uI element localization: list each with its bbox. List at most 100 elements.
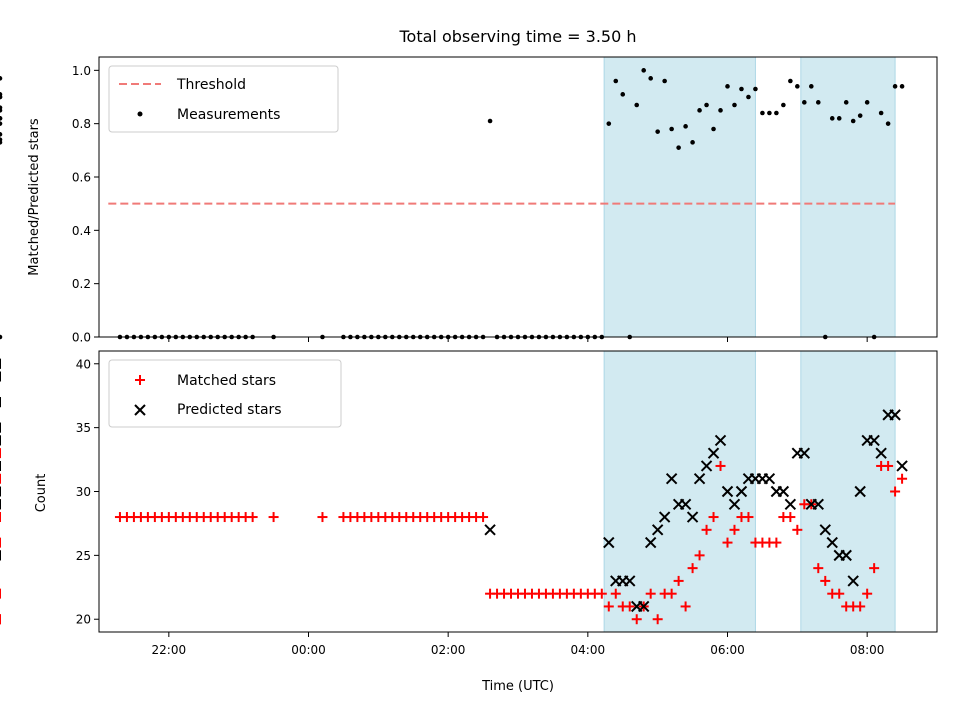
bottom-panel: 20 25 30 35 40 22:00 00:00 02:00 04:00 06:00 08:0… <box>0 350 938 694</box>
matched-star-point <box>247 512 258 523</box>
top-y-ticks: 0.0 0.2 0.4 0.6 0.8 1.0 <box>72 64 99 345</box>
measurement-point <box>0 116 3 121</box>
legend-predicted-swatch <box>134 404 146 416</box>
cross-b <box>658 511 671 523</box>
predicted-star-point <box>714 434 727 447</box>
legend-matched-marker <box>135 375 145 385</box>
cross-b <box>707 447 720 459</box>
matched-star-point <box>708 512 719 523</box>
cross-b <box>484 524 496 536</box>
y-tick-label: 0.0 <box>72 331 91 345</box>
predicted-star-point <box>693 473 706 485</box>
measurement-point <box>620 92 626 97</box>
legend-matched-swatch <box>135 375 145 385</box>
matched-star-point <box>855 601 866 612</box>
matched-star-point <box>687 563 698 574</box>
matched-star-point <box>268 512 279 523</box>
measurement-point <box>683 124 688 129</box>
matched-star-point <box>792 524 803 535</box>
y-tick-label: 0.6 <box>72 171 91 185</box>
measurement-point <box>641 68 646 73</box>
measurement-point <box>690 140 695 145</box>
predicted-star-point <box>812 498 824 510</box>
predicted-star-point <box>875 447 887 459</box>
x-tick-label: 22:00 <box>152 643 187 657</box>
measurement-point <box>892 84 898 89</box>
cross-b <box>854 485 866 498</box>
measurement-point <box>753 86 758 92</box>
measurement-point <box>725 84 730 89</box>
cross-b <box>134 404 146 416</box>
measurement-point <box>0 94 3 100</box>
measurement-point <box>802 100 807 105</box>
x-tick-label: 02:00 <box>431 643 466 657</box>
legend-predicted-marker <box>134 404 146 416</box>
matched-star-point <box>862 588 873 599</box>
measurement-point <box>487 118 493 124</box>
legend-measurements-label: Measurements <box>177 107 280 123</box>
predicted-star-point <box>484 524 496 536</box>
matched-star-point <box>317 512 328 523</box>
predicted-star-point <box>784 498 797 510</box>
cross-b <box>896 460 908 472</box>
cross-b <box>735 485 748 498</box>
cross-b <box>665 473 678 485</box>
measurement-point <box>613 78 619 84</box>
matched-star-point <box>834 588 845 599</box>
cross-b <box>728 498 741 510</box>
measurement-point <box>746 94 751 100</box>
predicted-star-point <box>679 498 692 510</box>
cross-b <box>644 536 657 549</box>
y-tick-label: 35 <box>76 421 91 435</box>
measurement-point <box>788 78 793 84</box>
measurement-point <box>606 121 612 126</box>
top-legend-box <box>108 65 339 133</box>
matched-star-point <box>631 614 642 625</box>
matched-star-point <box>701 524 712 535</box>
matched-star-point <box>890 486 901 497</box>
measurement-point <box>0 76 3 81</box>
cross-b <box>889 409 901 421</box>
matched-star-point <box>652 614 663 625</box>
measurement-point <box>718 108 723 113</box>
predicted-star-point <box>798 447 811 459</box>
predicted-star-point <box>665 473 678 485</box>
bottom-legend: Matched stars Predicted stars <box>108 359 342 428</box>
cross-b <box>686 511 699 523</box>
matched-star-point <box>869 563 880 574</box>
measurement-point <box>0 121 3 126</box>
cross-b <box>714 434 727 447</box>
matched-star-point <box>771 537 782 548</box>
predicted-star-point <box>889 409 901 421</box>
y-tick-label: 40 <box>76 357 91 371</box>
y-tick-label: 1.0 <box>72 64 91 78</box>
bottom-y-ticks: 20 25 30 35 40 <box>76 357 99 627</box>
y-tick-label: 0.2 <box>72 277 91 291</box>
cross-b <box>819 524 831 536</box>
measurement-point <box>809 84 814 89</box>
cross-b <box>637 600 650 613</box>
matched-stars-points <box>0 448 908 625</box>
predicted-star-point <box>707 447 720 459</box>
shaded-region <box>800 350 896 633</box>
predicted-star-point <box>840 549 852 562</box>
predicted-star-point <box>651 524 664 536</box>
predicted-star-point <box>847 575 859 587</box>
predicted-star-point <box>658 511 671 523</box>
top-shaded-regions <box>603 56 896 338</box>
measurement-point <box>864 100 870 105</box>
measurement-point <box>732 102 737 108</box>
predicted-star-point <box>644 536 657 549</box>
cross-b <box>651 524 664 536</box>
measurement-point <box>662 78 667 84</box>
cross-b <box>875 447 887 459</box>
predicted-star-point <box>624 575 636 587</box>
measurement-point <box>697 108 702 113</box>
measurement-point <box>669 126 674 132</box>
matched-star-point <box>883 460 894 471</box>
measurement-point <box>774 110 779 116</box>
measurement-point <box>850 118 856 124</box>
measurement-point <box>0 334 3 340</box>
matched-star-point <box>820 575 831 586</box>
measurement-point <box>767 110 772 116</box>
